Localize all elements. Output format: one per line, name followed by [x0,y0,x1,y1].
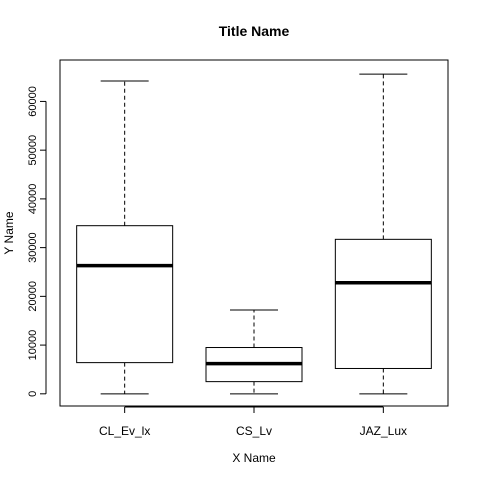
iqr-box [334,238,432,369]
x-tick-label: JAZ_Lux [360,424,407,438]
box-JAZ_Lux [334,73,432,395]
x-axis-label: X Name [232,451,276,465]
y-axis: 0 10000 20000 30000 40000 50000 60000 [27,86,47,397]
plot-frame [59,59,449,407]
y-tick-label: 60000 [27,86,39,117]
box-CL_Ev_lx [76,80,174,395]
chart-title: Title Name [219,23,290,39]
y-tick-label: 50000 [27,135,39,166]
y-tick-label: 10000 [27,330,39,361]
y-axis-label: Y Name [2,211,16,254]
y-tick-label: 30000 [27,232,39,263]
boxes [76,73,432,395]
y-tick-label: 40000 [27,184,39,215]
box-CS_Lv [205,309,303,395]
x-tick-label: CS_Lv [236,424,272,438]
iqr-box [76,225,174,364]
x-axis: CL_Ev_lx CS_Lv JAZ_Lux [99,406,407,438]
y-tick-label: 20000 [27,281,39,312]
x-tick-label: CL_Ev_lx [99,424,150,438]
y-tick-label: 0 [27,391,39,397]
